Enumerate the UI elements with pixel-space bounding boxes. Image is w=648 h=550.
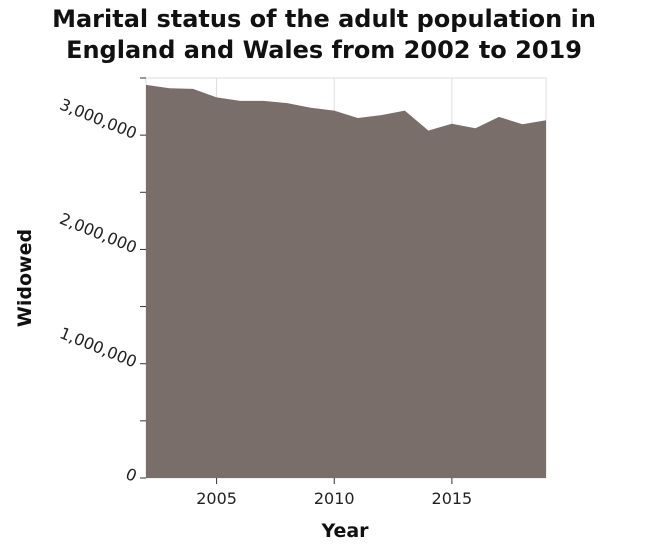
chart-title: Marital status of the adult population i…: [0, 4, 648, 66]
y-tick-label: 1,000,000: [57, 323, 140, 371]
y-tick-label: 2,000,000: [57, 209, 140, 257]
y-tick-label: 3,000,000: [57, 95, 140, 143]
x-tick-label: 2015: [432, 489, 473, 508]
chart-title-line-2: England and Wales from 2002 to 2019: [66, 36, 582, 64]
x-axis-title: Year: [320, 520, 369, 542]
y-tick-label: 0: [123, 464, 140, 485]
x-tick-label: 2010: [314, 489, 355, 508]
y-axis-title: Widowed: [14, 229, 36, 327]
area-series: [146, 84, 546, 479]
chart-title-line-1: Marital status of the adult population i…: [52, 5, 596, 33]
x-tick-label: 2005: [196, 489, 237, 508]
